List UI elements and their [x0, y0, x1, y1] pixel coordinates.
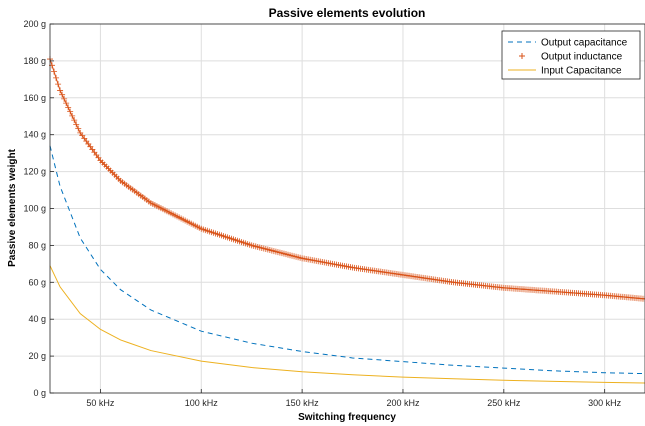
- y-tick-label: 40 g: [28, 314, 46, 324]
- x-tick-label: 150 kHz: [286, 398, 320, 408]
- y-axis-label: Passive elements weight: [7, 148, 18, 267]
- y-tick-label: 80 g: [28, 240, 46, 250]
- plus-marker: [57, 87, 64, 94]
- plus-marker: [69, 112, 76, 119]
- plus-marker: [63, 100, 70, 107]
- legend-label-output-inductance: Output inductance: [541, 52, 623, 63]
- plus-marker: [67, 108, 74, 115]
- y-tick-label: 120 g: [23, 167, 46, 177]
- legend: Output capacitance Output inductance Input…: [501, 30, 641, 80]
- plus-marker: [71, 117, 78, 124]
- y-tick-label: 20 g: [28, 351, 46, 361]
- plus-marker: [75, 125, 82, 132]
- x-axis-label: Switching frequency: [298, 412, 396, 423]
- legend-label-output-capacitance: Output capacitance: [541, 38, 628, 49]
- chart-title: Passive elements evolution: [269, 6, 426, 20]
- series-line-input-capacitance: [49, 265, 645, 384]
- plus-marker: [73, 121, 80, 128]
- y-tick-label: 60 g: [28, 277, 46, 287]
- plus-marker: [55, 81, 62, 88]
- plus-marker: [65, 104, 72, 111]
- y-tick-label: 180 g: [23, 56, 46, 66]
- y-tick-label: 160 g: [23, 93, 46, 103]
- plus-marker: [51, 68, 58, 75]
- plus-marker: [53, 74, 60, 81]
- x-tick-label: 100 kHz: [185, 398, 219, 408]
- x-tick-label: 50 kHz: [86, 398, 115, 408]
- plus-marker: [642, 295, 645, 302]
- legend-swatch-output-inductance: [519, 53, 525, 59]
- y-tick-label: 200 g: [23, 19, 46, 29]
- series-markers-output-inductance: [47, 56, 645, 302]
- y-tick-label: 0 g: [33, 388, 46, 398]
- x-tick-label: 250 kHz: [487, 398, 521, 408]
- legend-label-input-capacitance: Input Capacitance: [541, 66, 622, 77]
- x-tick-label: 300 kHz: [588, 398, 622, 408]
- y-tick-label: 100 g: [23, 204, 46, 214]
- x-tick-label: 200 kHz: [386, 398, 420, 408]
- plus-marker: [61, 95, 68, 102]
- plus-marker: [59, 91, 66, 98]
- legend-box: [501, 30, 641, 80]
- y-tick-label: 140 g: [23, 130, 46, 140]
- plot-area: 50 kHz 100 kHz 150 kHz 200 kHz 250 kHz 300 kH…: [23, 19, 645, 408]
